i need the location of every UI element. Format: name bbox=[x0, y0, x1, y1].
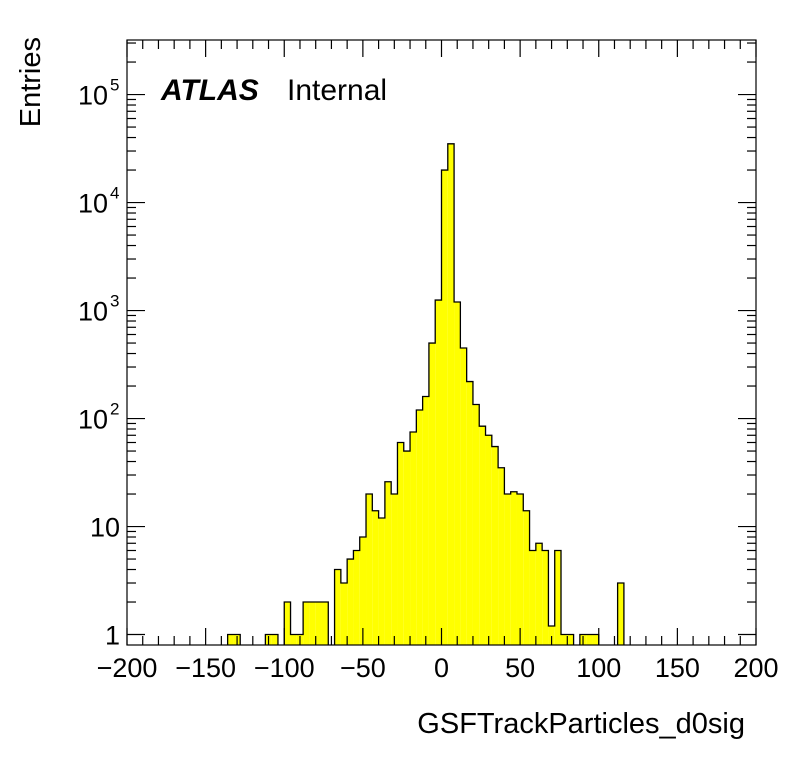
y-tick-label: 10 bbox=[78, 405, 108, 435]
histogram-bin bbox=[422, 396, 429, 645]
histogram-bin bbox=[479, 426, 486, 645]
histogram-bin bbox=[460, 347, 467, 645]
y-tick-exponent: 5 bbox=[110, 76, 119, 95]
y-tick-label: 10 bbox=[90, 513, 120, 543]
x-tick-label: −50 bbox=[340, 653, 386, 683]
histogram-bin bbox=[366, 494, 373, 645]
histogram-bin bbox=[428, 343, 436, 645]
x-tick-label: −100 bbox=[254, 653, 315, 683]
histogram-bin bbox=[466, 381, 473, 645]
axis-ticks bbox=[126, 40, 757, 645]
histogram-bin bbox=[472, 404, 480, 645]
atlas-status-label: Internal bbox=[287, 74, 387, 107]
y-tick-label: 1 bbox=[105, 621, 120, 651]
histogram-bin bbox=[529, 550, 536, 645]
histogram-bin bbox=[290, 634, 297, 645]
histogram-bin bbox=[523, 510, 530, 645]
atlas-label: ATLAS bbox=[160, 74, 259, 107]
histogram-bin bbox=[554, 550, 562, 645]
histogram-bin bbox=[516, 494, 524, 645]
histogram-bin bbox=[491, 446, 499, 645]
y-tick-label: 10 bbox=[78, 81, 108, 111]
histogram-bin bbox=[441, 170, 448, 645]
histogram-bin bbox=[410, 432, 417, 645]
y-tick-label: 10 bbox=[78, 189, 108, 219]
y-tick-exponent: 4 bbox=[110, 184, 119, 203]
histogram-bin bbox=[271, 634, 278, 645]
histogram-bin bbox=[303, 602, 310, 645]
histogram-bin bbox=[397, 442, 404, 645]
histogram-bin bbox=[416, 409, 423, 645]
histogram-bin bbox=[548, 625, 555, 645]
histogram-bars bbox=[226, 143, 625, 645]
histogram-bin bbox=[321, 602, 329, 645]
histogram-bin bbox=[586, 634, 593, 645]
histogram-outline bbox=[226, 143, 625, 645]
y-tick-label: 10 bbox=[78, 297, 108, 327]
histogram-bin bbox=[353, 550, 360, 645]
histogram-bin bbox=[403, 451, 411, 645]
histogram-bin bbox=[454, 301, 461, 645]
histogram-bin bbox=[227, 634, 234, 645]
histogram-bin bbox=[447, 143, 455, 645]
histogram-bin bbox=[309, 602, 316, 645]
histogram-bin bbox=[592, 634, 599, 645]
histogram-bin bbox=[378, 517, 385, 645]
histogram-bin bbox=[535, 543, 543, 645]
histogram-bin bbox=[510, 491, 517, 645]
x-tick-label: 100 bbox=[576, 653, 621, 683]
histogram-bin bbox=[391, 494, 398, 645]
histogram-bin bbox=[284, 602, 291, 645]
histogram-bin bbox=[542, 550, 549, 645]
histogram-bin bbox=[334, 569, 341, 645]
x-tick-labels: −200 −150 −100 −50 0 50 100 150 200 bbox=[97, 653, 779, 683]
histogram-bin bbox=[359, 537, 367, 645]
histogram-bin bbox=[567, 634, 574, 645]
histogram-bin bbox=[384, 481, 392, 645]
x-tick-label: 200 bbox=[733, 653, 778, 683]
y-tick-exponent: 3 bbox=[110, 292, 119, 311]
x-tick-label: −150 bbox=[175, 653, 236, 683]
histogram-bin bbox=[347, 559, 354, 645]
y-axis-title: Entries bbox=[15, 37, 47, 127]
x-axis-title: GSFTrackParticles_d0sig bbox=[417, 708, 745, 740]
x-tick-label: 150 bbox=[655, 653, 700, 683]
histogram-bin bbox=[315, 602, 322, 645]
histogram-bin bbox=[435, 300, 442, 645]
y-tick-exponent: 2 bbox=[110, 400, 119, 419]
histogram-bin bbox=[340, 583, 348, 645]
histogram-bin bbox=[617, 583, 624, 645]
x-tick-label: 50 bbox=[505, 653, 535, 683]
x-tick-label: −200 bbox=[97, 653, 158, 683]
histogram-bin bbox=[372, 510, 379, 645]
histogram-bin bbox=[504, 494, 511, 645]
x-tick-label: 0 bbox=[434, 653, 449, 683]
histogram-bin bbox=[498, 467, 505, 645]
histogram-bin bbox=[561, 634, 568, 645]
histogram-bin bbox=[485, 435, 492, 645]
